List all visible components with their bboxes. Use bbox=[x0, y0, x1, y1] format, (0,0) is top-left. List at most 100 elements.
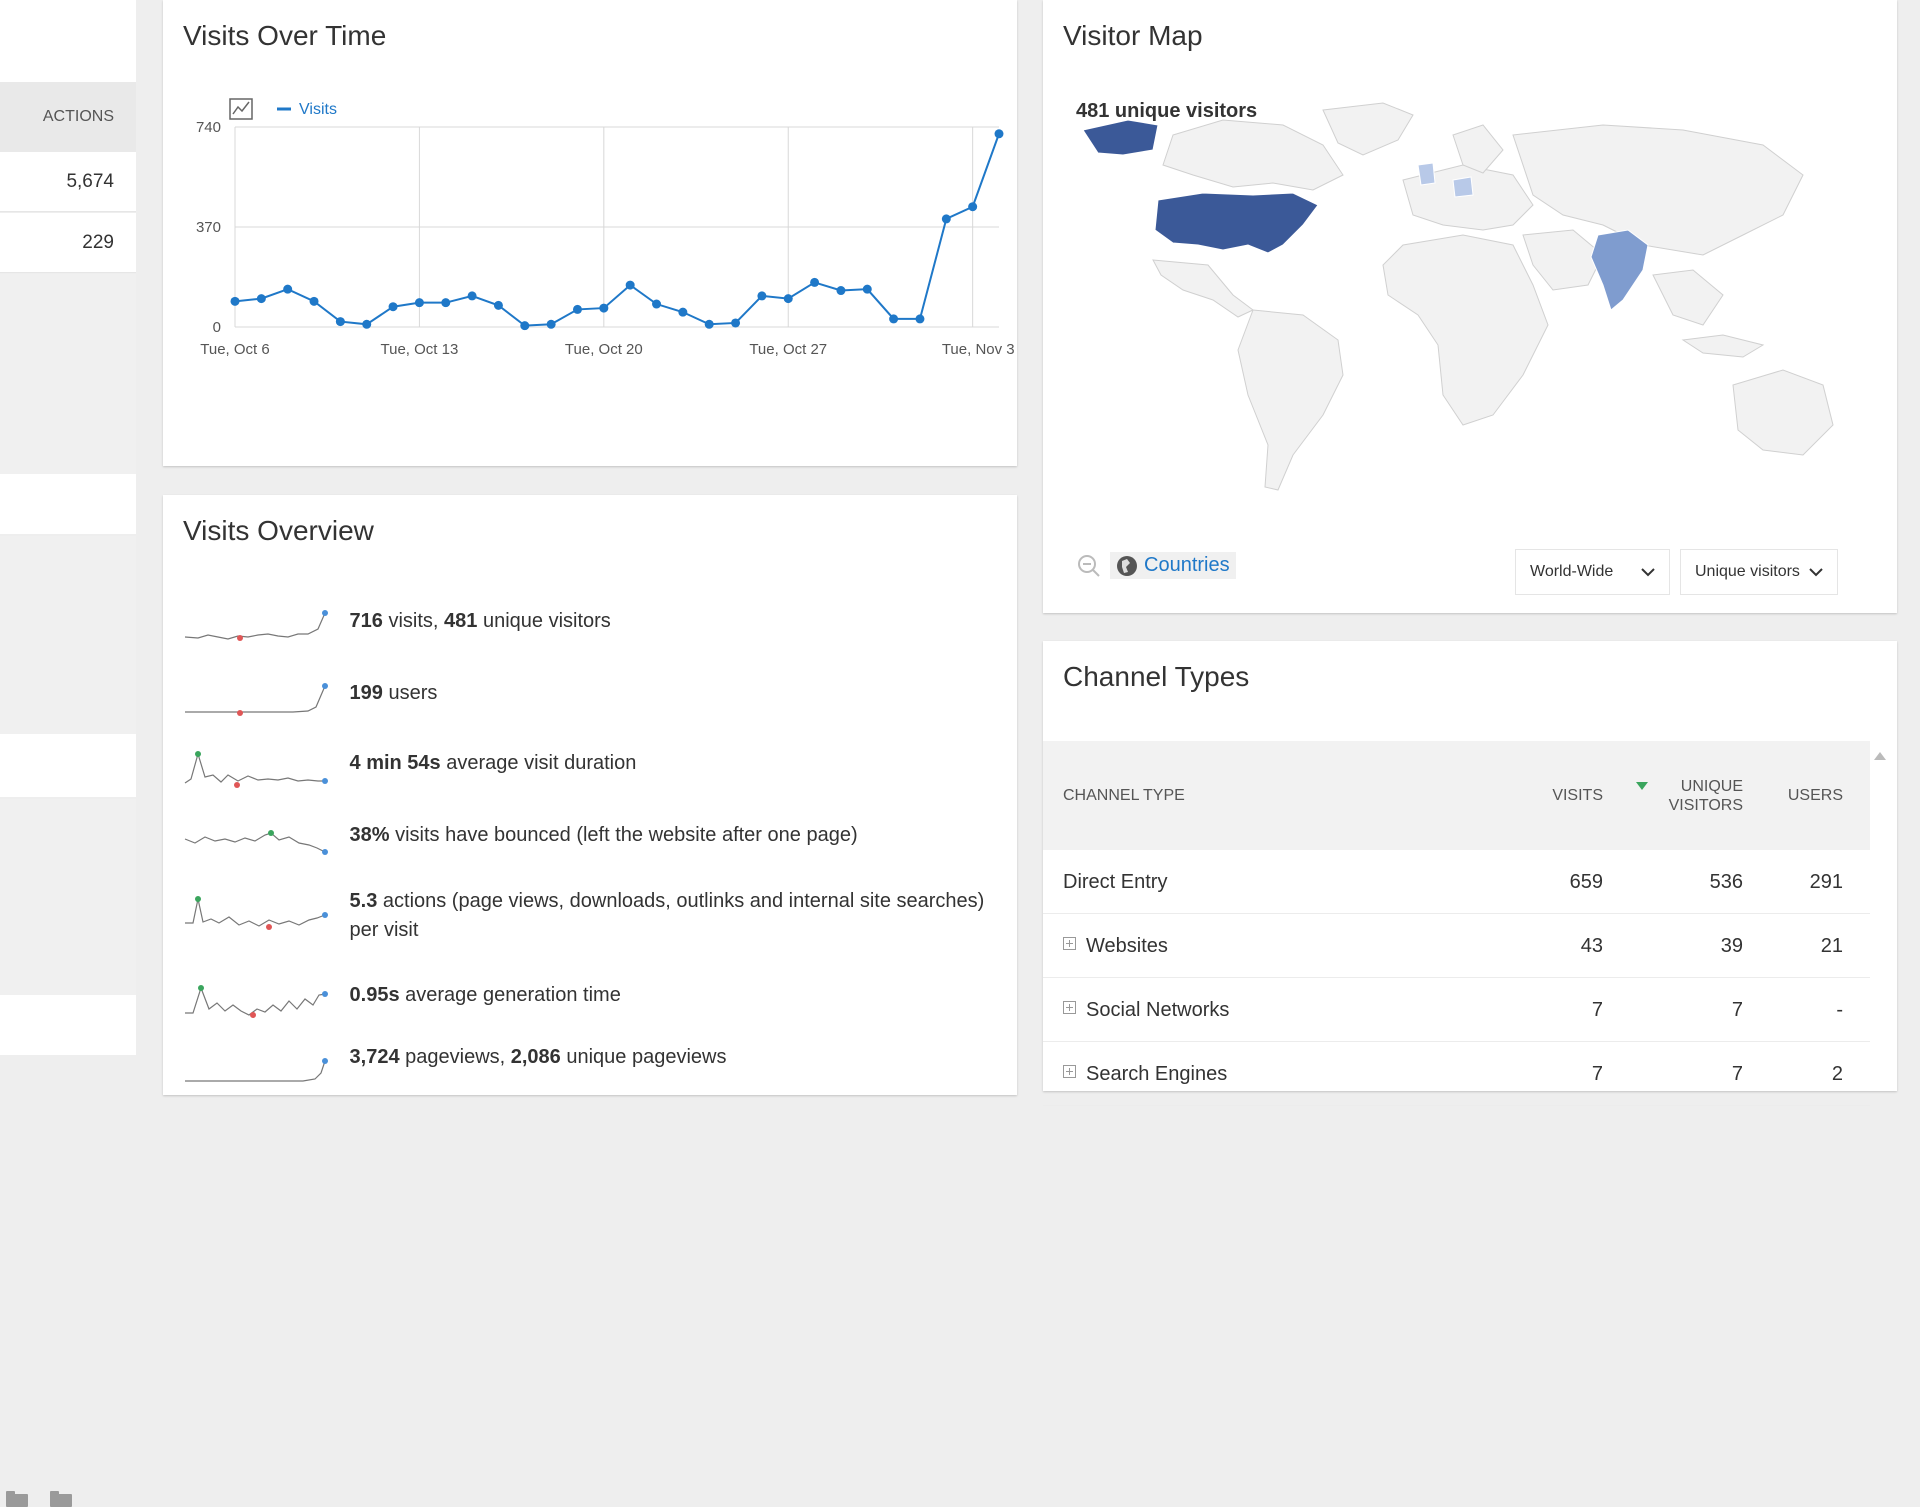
data-point[interactable] bbox=[862, 284, 872, 294]
overview-row: 5.3 actions (page views, downloads, outl… bbox=[183, 887, 1003, 945]
data-point[interactable] bbox=[362, 319, 372, 329]
data-point[interactable] bbox=[441, 298, 451, 308]
channel-label: Websites bbox=[1086, 935, 1168, 957]
chart-type-icon[interactable] bbox=[229, 98, 253, 120]
overview-stat-pageviews: 3,724 pageviews, 2,086 unique pageviews bbox=[349, 1046, 727, 1068]
left-panel-empty bbox=[0, 274, 136, 474]
column-header-unique-visitors[interactable]: UNIQUE VISITORS bbox=[1613, 777, 1743, 815]
actions-value: 5,674 bbox=[0, 152, 136, 212]
data-point[interactable] bbox=[256, 294, 266, 304]
data-point[interactable] bbox=[915, 314, 925, 324]
cell-unique-visitors: 39 bbox=[1720, 935, 1743, 957]
overview-row: 38% visits have bounced (left the websit… bbox=[183, 821, 1003, 861]
column-header-channel-type[interactable]: CHANNEL TYPE bbox=[1063, 787, 1185, 804]
x-tick-label: Tue, Oct 13 bbox=[381, 341, 459, 358]
data-point[interactable] bbox=[283, 284, 293, 294]
sparkline[interactable] bbox=[183, 821, 332, 861]
data-point[interactable] bbox=[783, 294, 793, 304]
overview-stat-generation: 0.95s average generation time bbox=[349, 984, 621, 1006]
cell-unique-visitors: 7 bbox=[1731, 999, 1743, 1021]
sparkline[interactable] bbox=[183, 887, 332, 937]
map-country-alaska bbox=[1082, 119, 1159, 156]
data-point[interactable] bbox=[493, 300, 503, 310]
channel-label: Search Engines bbox=[1086, 1063, 1228, 1085]
channel-label: Direct Entry bbox=[1063, 871, 1168, 893]
data-point[interactable] bbox=[810, 277, 820, 287]
left-panel-empty bbox=[0, 536, 136, 734]
region-select-value: World-Wide bbox=[1530, 563, 1614, 580]
y-axis-ticks: 0 370 740 bbox=[196, 119, 221, 336]
map-controls: Countries bbox=[1076, 552, 1236, 579]
chart-grid bbox=[234, 126, 999, 328]
column-header-users[interactable]: USERS bbox=[1787, 787, 1843, 804]
data-point[interactable] bbox=[941, 214, 951, 224]
map-country-india bbox=[1590, 229, 1649, 311]
scroll-up-arrow-icon[interactable] bbox=[1873, 751, 1887, 761]
sparkline[interactable] bbox=[183, 679, 332, 719]
map-region-south-america bbox=[1237, 309, 1344, 491]
widget-title: Visits Overview bbox=[183, 515, 374, 546]
table-row[interactable]: Search Engines 7 7 2 bbox=[1043, 1042, 1870, 1106]
data-point[interactable] bbox=[309, 296, 319, 306]
actions-value: 229 bbox=[0, 213, 136, 273]
data-point[interactable] bbox=[388, 302, 398, 312]
actions-column-header[interactable]: ACTIONS bbox=[0, 82, 136, 152]
folder-icon[interactable] bbox=[50, 1491, 72, 1507]
visits-over-time-widget: Visits Over Time Visits 0 370 740 Tue, Oct… bbox=[163, 0, 1017, 466]
table-row[interactable]: Direct Entry 659 536 291 bbox=[1043, 850, 1870, 914]
data-point[interactable] bbox=[994, 129, 1004, 139]
data-point[interactable] bbox=[230, 296, 240, 306]
data-point[interactable] bbox=[467, 291, 477, 301]
data-point[interactable] bbox=[572, 304, 582, 314]
map-region-middle-east bbox=[1522, 229, 1604, 291]
countries-label: Countries bbox=[1144, 554, 1230, 576]
legend-label[interactable]: Visits bbox=[299, 101, 337, 118]
map-region-russia-asia bbox=[1512, 124, 1804, 256]
sparkline[interactable] bbox=[183, 1043, 332, 1083]
y-tick-label: 370 bbox=[196, 219, 221, 236]
cell-users: 21 bbox=[1820, 935, 1843, 957]
sparkline[interactable] bbox=[183, 749, 332, 789]
x-tick-label: Tue, Oct 6 bbox=[200, 341, 269, 358]
overview-row: 4 min 54s average visit duration bbox=[183, 749, 1003, 789]
column-header-visits[interactable]: VISITS bbox=[1552, 787, 1603, 804]
data-point[interactable] bbox=[731, 318, 741, 328]
data-point[interactable] bbox=[652, 299, 662, 309]
map-country-uk bbox=[1417, 162, 1436, 186]
data-point[interactable] bbox=[414, 298, 424, 308]
overview-stat-users: 199 users bbox=[349, 682, 438, 704]
folder-icon[interactable] bbox=[6, 1491, 28, 1507]
data-point[interactable] bbox=[968, 202, 978, 212]
data-point[interactable] bbox=[757, 291, 767, 301]
data-point[interactable] bbox=[546, 319, 556, 329]
overview-row: 3,724 pageviews, 2,086 unique pageviews bbox=[183, 1043, 1003, 1083]
data-point[interactable] bbox=[678, 307, 688, 317]
expand-icon[interactable] bbox=[1063, 1065, 1076, 1078]
table-row[interactable]: Websites 43 39 21 bbox=[1043, 914, 1870, 978]
world-map[interactable] bbox=[1043, 95, 1897, 515]
countries-button[interactable]: Countries bbox=[1110, 552, 1236, 579]
data-point[interactable] bbox=[889, 314, 899, 324]
data-point[interactable] bbox=[520, 321, 530, 331]
expand-icon[interactable] bbox=[1063, 1001, 1076, 1014]
data-point[interactable] bbox=[836, 286, 846, 296]
widget-title: Channel Types bbox=[1063, 661, 1250, 692]
cell-visits: 7 bbox=[1591, 1063, 1603, 1085]
data-point[interactable] bbox=[599, 303, 609, 313]
region-select[interactable]: World-Wide bbox=[1515, 549, 1670, 595]
table-row[interactable]: Social Networks 7 7 - bbox=[1043, 978, 1870, 1042]
data-point[interactable] bbox=[625, 280, 635, 290]
zoom-out-icon[interactable] bbox=[1076, 553, 1102, 579]
expand-icon[interactable] bbox=[1063, 937, 1076, 950]
map-region-southeast-asia bbox=[1652, 269, 1724, 326]
cell-users: 291 bbox=[1809, 871, 1843, 893]
sparkline[interactable] bbox=[183, 607, 332, 647]
chevron-down-icon bbox=[1809, 568, 1823, 577]
cell-users: - bbox=[1836, 999, 1843, 1021]
x-axis-ticks: Tue, Oct 6 Tue, Oct 13 Tue, Oct 20 Tue, Oct… bbox=[200, 341, 1014, 358]
overview-stat-duration: 4 min 54s average visit duration bbox=[349, 752, 637, 774]
metric-select[interactable]: Unique visitors bbox=[1680, 549, 1838, 595]
sparkline[interactable] bbox=[183, 981, 332, 1021]
data-point[interactable] bbox=[704, 319, 714, 329]
data-point[interactable] bbox=[335, 317, 345, 327]
